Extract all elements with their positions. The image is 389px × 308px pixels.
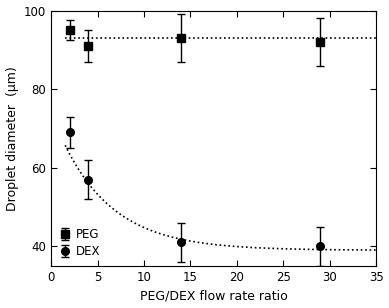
X-axis label: PEG/DEX flow rate ratio: PEG/DEX flow rate ratio — [140, 290, 287, 302]
Legend: PEG, DEX: PEG, DEX — [57, 226, 103, 260]
Y-axis label: Droplet diameter  (μm): Droplet diameter (μm) — [5, 66, 19, 211]
